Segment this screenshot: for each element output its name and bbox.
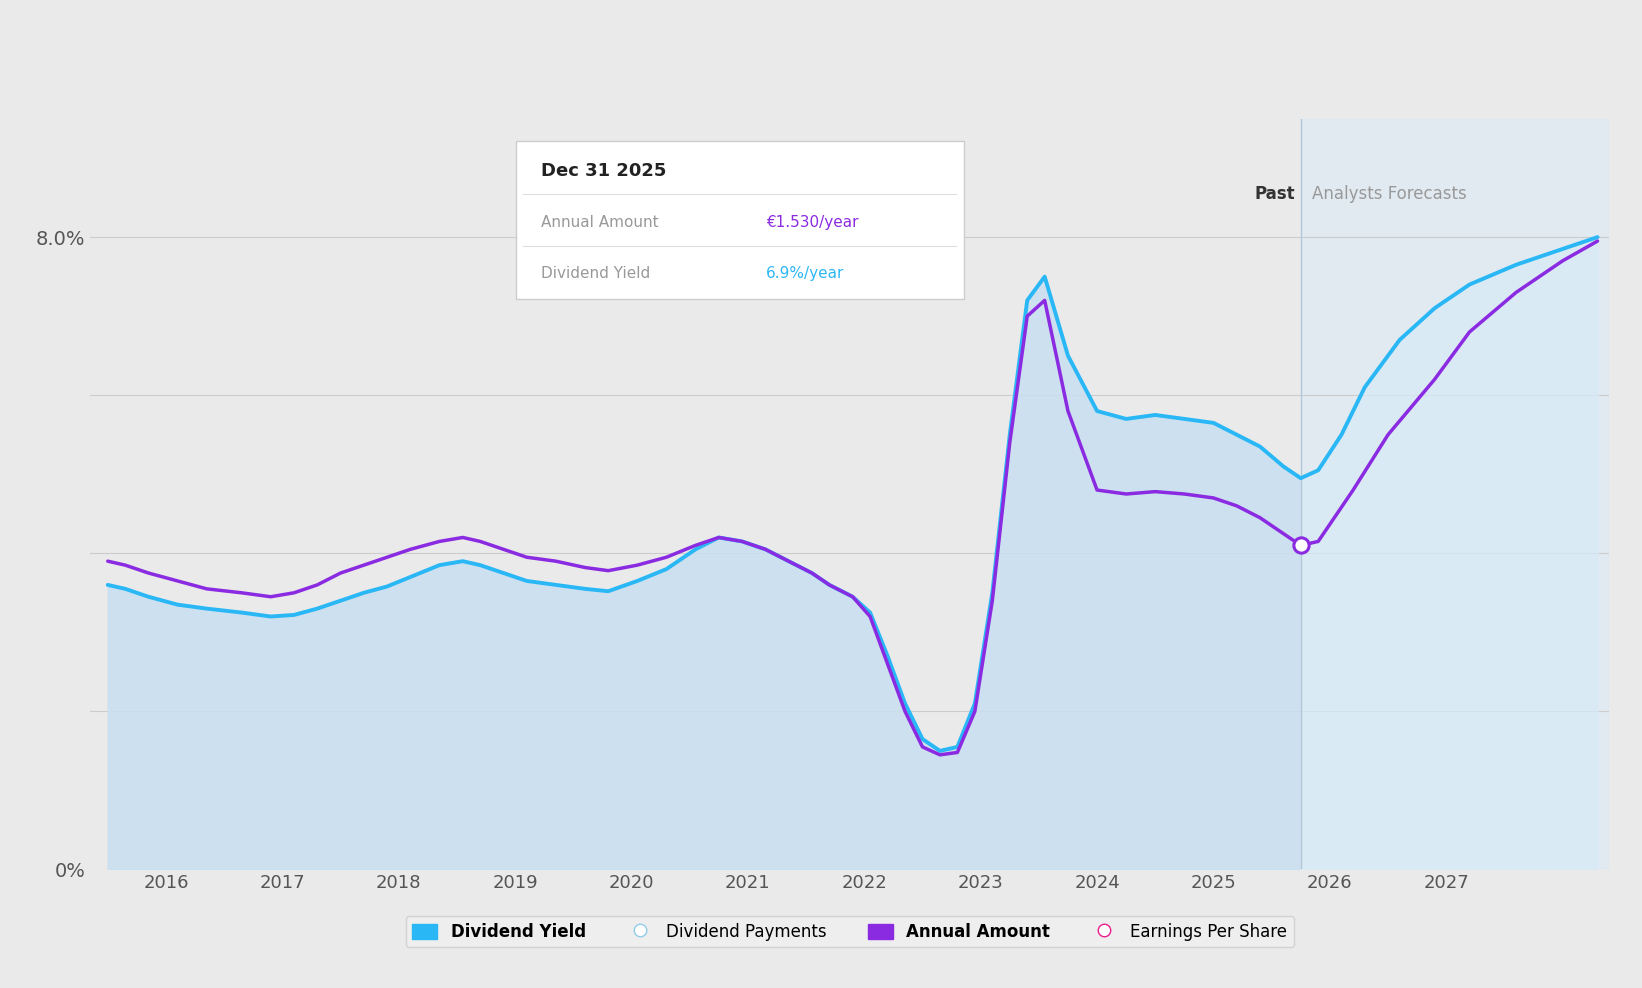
Text: Dec 31 2025: Dec 31 2025 [542,162,667,180]
Legend: Dividend Yield, Dividend Payments, Annual Amount, Earnings Per Share: Dividend Yield, Dividend Payments, Annua… [406,916,1294,947]
FancyBboxPatch shape [516,141,964,298]
Text: Analysts Forecasts: Analysts Forecasts [1312,185,1466,203]
Bar [1300,119,1609,869]
Text: €1.530/year: €1.530/year [767,214,859,229]
Text: Annual Amount: Annual Amount [542,214,658,229]
Text: 6.9%/year: 6.9%/year [767,267,844,282]
Text: Past: Past [1254,185,1296,203]
Text: Dividend Yield: Dividend Yield [542,267,650,282]
